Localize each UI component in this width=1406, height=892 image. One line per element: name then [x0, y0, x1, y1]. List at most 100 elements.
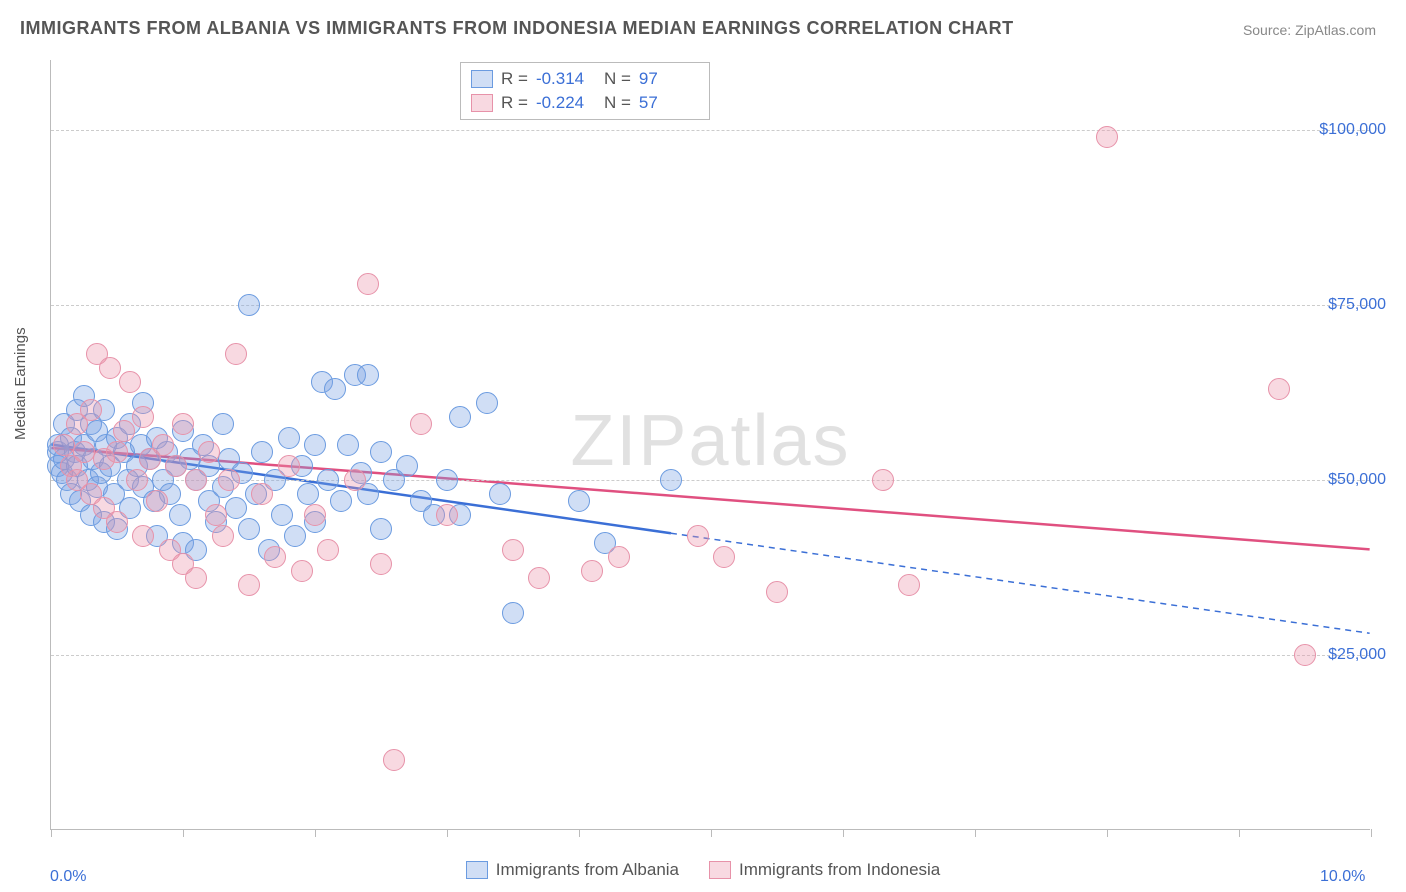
data-point — [436, 504, 458, 526]
data-point — [766, 581, 788, 603]
data-point — [271, 504, 293, 526]
watermark: ZIPatlas — [570, 399, 850, 481]
watermark-thin: atlas — [688, 400, 850, 480]
data-point — [396, 455, 418, 477]
data-point — [713, 546, 735, 568]
x-tick — [51, 829, 52, 837]
legend-n-value: 57 — [639, 93, 699, 113]
data-point — [106, 511, 128, 533]
source-attribution: Source: ZipAtlas.com — [1243, 22, 1376, 38]
data-point — [169, 504, 191, 526]
legend-r-value: -0.224 — [536, 93, 596, 113]
x-tick — [1239, 829, 1240, 837]
data-point — [152, 434, 174, 456]
data-point — [1096, 126, 1118, 148]
data-point — [1294, 644, 1316, 666]
y-tick-label: $50,000 — [1328, 471, 1386, 489]
data-point — [238, 294, 260, 316]
data-point — [581, 560, 603, 582]
data-point — [370, 518, 392, 540]
data-point — [660, 469, 682, 491]
y-tick-label: $100,000 — [1319, 121, 1386, 139]
series-legend: Immigrants from Albania Immigrants from I… — [0, 860, 1406, 880]
chart-title: IMMIGRANTS FROM ALBANIA VS IMMIGRANTS FR… — [20, 18, 1014, 39]
series-legend-item: Immigrants from Albania — [466, 860, 679, 880]
legend-swatch — [471, 70, 493, 88]
data-point — [212, 413, 234, 435]
legend-swatch — [471, 94, 493, 112]
x-tick — [579, 829, 580, 837]
legend-n-value: 97 — [639, 69, 699, 89]
data-point — [410, 413, 432, 435]
data-point — [165, 455, 187, 477]
data-point — [344, 469, 366, 491]
data-point — [132, 525, 154, 547]
data-point — [284, 525, 306, 547]
x-tick-label: 0.0% — [50, 868, 86, 886]
legend-r-label: R = — [501, 93, 528, 113]
data-point — [357, 364, 379, 386]
data-point — [218, 469, 240, 491]
data-point — [370, 553, 392, 575]
data-point — [53, 434, 75, 456]
data-point — [476, 392, 498, 414]
data-point — [99, 357, 121, 379]
data-point — [264, 546, 286, 568]
data-point — [80, 399, 102, 421]
data-point — [198, 441, 220, 463]
y-tick-label: $25,000 — [1328, 646, 1386, 664]
x-tick — [1107, 829, 1108, 837]
legend-r-label: R = — [501, 69, 528, 89]
x-tick — [975, 829, 976, 837]
gridline — [51, 655, 1370, 656]
data-point — [225, 497, 247, 519]
data-point — [185, 469, 207, 491]
series-name: Immigrants from Indonesia — [739, 860, 940, 880]
data-point — [106, 441, 128, 463]
x-tick — [183, 829, 184, 837]
series-name: Immigrants from Albania — [496, 860, 679, 880]
data-point — [238, 518, 260, 540]
data-point — [113, 420, 135, 442]
data-point — [304, 504, 326, 526]
data-point — [608, 546, 630, 568]
data-point — [324, 378, 346, 400]
data-point — [278, 427, 300, 449]
legend-swatch — [709, 861, 731, 879]
data-point — [330, 490, 352, 512]
data-point — [502, 602, 524, 624]
data-point — [383, 749, 405, 771]
data-point — [568, 490, 590, 512]
data-point — [489, 483, 511, 505]
data-point — [502, 539, 524, 561]
data-point — [872, 469, 894, 491]
y-tick-label: $75,000 — [1328, 296, 1386, 314]
data-point — [304, 434, 326, 456]
x-tick — [843, 829, 844, 837]
data-point — [212, 525, 234, 547]
x-tick-label: 10.0% — [1320, 868, 1365, 886]
data-point — [251, 441, 273, 463]
plot-area: ZIPatlas — [50, 60, 1370, 830]
data-point — [73, 441, 95, 463]
data-point — [185, 567, 207, 589]
x-tick — [711, 829, 712, 837]
data-point — [370, 441, 392, 463]
data-point — [337, 434, 359, 456]
data-point — [317, 469, 339, 491]
legend-n-label: N = — [604, 93, 631, 113]
data-point — [528, 567, 550, 589]
data-point — [251, 483, 273, 505]
legend-row: R = -0.224 N = 57 — [471, 91, 699, 115]
data-point — [1268, 378, 1290, 400]
data-point — [126, 469, 148, 491]
legend-swatch — [466, 861, 488, 879]
data-point — [291, 560, 313, 582]
data-point — [436, 469, 458, 491]
data-point — [225, 343, 247, 365]
legend-r-value: -0.314 — [536, 69, 596, 89]
data-point — [687, 525, 709, 547]
x-tick — [447, 829, 448, 837]
data-point — [132, 406, 154, 428]
data-point — [449, 406, 471, 428]
